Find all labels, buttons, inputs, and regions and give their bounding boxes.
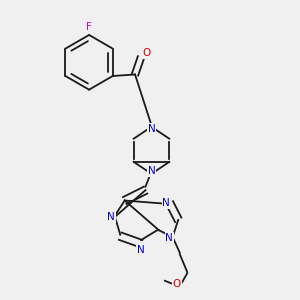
Text: N: N	[163, 199, 170, 208]
Text: N: N	[148, 124, 155, 134]
Text: O: O	[143, 48, 151, 58]
Text: F: F	[86, 22, 92, 32]
Text: N: N	[148, 167, 155, 176]
Text: N: N	[107, 212, 115, 222]
Text: O: O	[172, 279, 181, 289]
Text: N: N	[137, 244, 145, 255]
Text: N: N	[165, 233, 173, 243]
